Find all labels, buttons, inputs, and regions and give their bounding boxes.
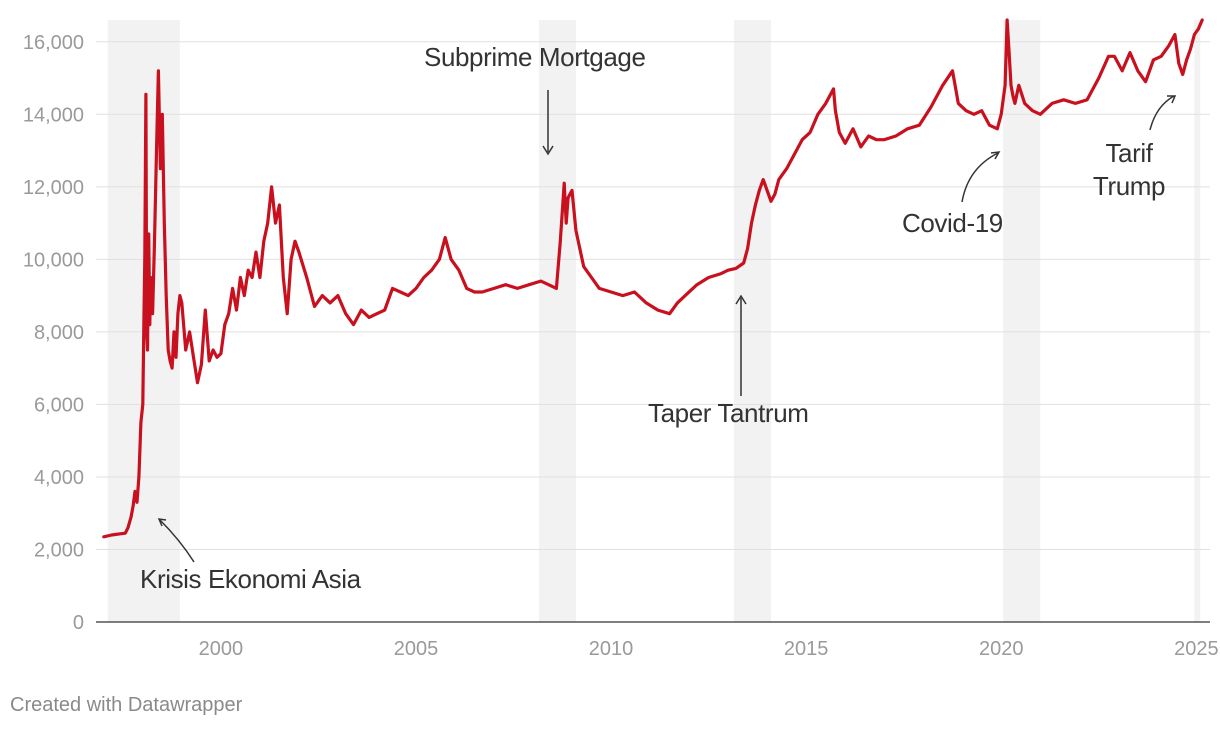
y-tick-label: 10,000: [23, 249, 84, 271]
x-tick-label: 2010: [589, 638, 634, 660]
series-line-0: [102, 18, 1204, 539]
x-tick-label: 2020: [979, 638, 1024, 660]
y-tick-label: 14,000: [23, 104, 84, 126]
annotations: Krisis Ekonomi Asia Subprime Mortgage Ta…: [140, 42, 1177, 594]
annotation-arrow-tarif: [1149, 95, 1175, 131]
shaded-period-2: [733, 20, 772, 622]
y-tick-label: 6,000: [34, 394, 84, 416]
annotation-tarif-trump-line1: Tarif: [1105, 138, 1153, 168]
y-tick-label: 12,000: [23, 177, 84, 199]
y-tick-label: 4,000: [34, 467, 84, 489]
shaded-period-1: [538, 20, 576, 622]
y-axis-tick-labels: 0 2,000 4,000 6,000 8,000 10,000 12,000 14,000 1…: [23, 32, 84, 634]
annotation-subprime-mortgage: Subprime Mortgage: [424, 42, 646, 72]
y-tick-label: 8,000: [34, 322, 84, 344]
footer-credit: Created with Datawrapper: [10, 694, 243, 716]
shaded-period-4: [1194, 20, 1201, 622]
shaded-periods: [107, 20, 1201, 622]
annotation-taper-tantrum: Taper Tantrum: [648, 398, 809, 428]
annotation-arrow-covid: [961, 152, 999, 203]
y-tick-label: 16,000: [23, 32, 84, 54]
x-tick-label: 2015: [784, 638, 829, 660]
annotation-arrowhead-covid: [990, 151, 1001, 160]
annotation-tarif-trump-line2: Trump: [1093, 171, 1165, 201]
annotation-arrowhead-krisis: [157, 518, 167, 527]
annotation-arrow-krisis: [159, 519, 195, 563]
y-tick-label: 2,000: [34, 539, 84, 561]
shaded-period-3: [1003, 20, 1041, 622]
x-tick-label: 2025: [1174, 638, 1219, 660]
x-tick-label: 2005: [394, 638, 439, 660]
annotation-arrowhead-subprime: [542, 145, 554, 156]
series-layer: [102, 18, 1204, 539]
x-tick-label: 2000: [199, 638, 244, 660]
annotation-krisis-ekonomi-asia: Krisis Ekonomi Asia: [140, 564, 362, 594]
annotation-arrowhead-taper: [735, 294, 747, 305]
annotation-arrowhead-tarif: [1167, 95, 1177, 104]
x-axis-tick-labels: 2000 2005 2010 2015 2020 2025: [199, 638, 1219, 660]
annotation-covid-19: Covid-19: [902, 208, 1003, 238]
y-tick-label: 0: [73, 612, 84, 634]
y-gridlines: [96, 41, 1210, 550]
